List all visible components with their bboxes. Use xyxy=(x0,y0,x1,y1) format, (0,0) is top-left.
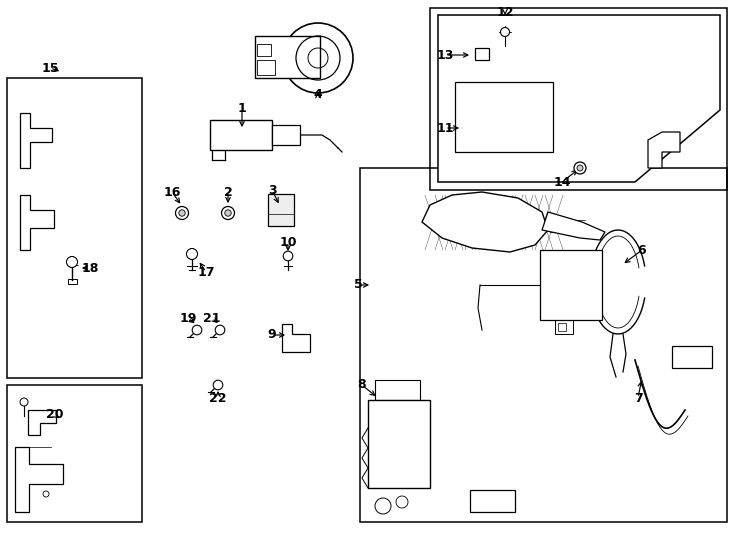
Text: 2: 2 xyxy=(224,186,233,199)
Bar xyxy=(375,380,420,400)
Bar xyxy=(255,36,320,78)
Circle shape xyxy=(20,398,28,406)
Text: 12: 12 xyxy=(496,5,514,18)
Text: 9: 9 xyxy=(268,328,276,341)
Bar xyxy=(257,60,275,75)
Circle shape xyxy=(213,380,223,390)
Bar xyxy=(257,44,271,56)
Circle shape xyxy=(225,210,231,216)
Text: 4: 4 xyxy=(313,89,322,102)
Bar xyxy=(540,250,602,320)
Polygon shape xyxy=(282,324,310,352)
Text: 20: 20 xyxy=(46,408,64,422)
Text: 3: 3 xyxy=(268,184,276,197)
Circle shape xyxy=(283,23,353,93)
Bar xyxy=(7,78,142,378)
Text: 11: 11 xyxy=(436,122,454,134)
Bar xyxy=(430,8,727,190)
Bar xyxy=(360,168,727,522)
Text: 13: 13 xyxy=(436,49,454,62)
Circle shape xyxy=(179,210,185,216)
Bar xyxy=(474,494,509,509)
Bar xyxy=(68,279,76,284)
Text: 16: 16 xyxy=(163,186,181,199)
Text: 17: 17 xyxy=(197,266,215,279)
Bar xyxy=(448,108,456,130)
Polygon shape xyxy=(542,212,605,240)
Bar xyxy=(558,323,566,331)
Polygon shape xyxy=(20,113,52,168)
Text: 1: 1 xyxy=(238,102,247,114)
Text: 18: 18 xyxy=(81,261,98,274)
Circle shape xyxy=(283,251,293,261)
Circle shape xyxy=(186,248,197,260)
Bar xyxy=(543,287,571,317)
Bar xyxy=(555,319,573,334)
Bar xyxy=(488,118,516,144)
Bar xyxy=(672,346,712,368)
Circle shape xyxy=(192,325,202,335)
Circle shape xyxy=(574,162,586,174)
Text: 10: 10 xyxy=(279,235,297,248)
Text: 6: 6 xyxy=(638,244,647,256)
Text: 5: 5 xyxy=(354,279,363,292)
Circle shape xyxy=(67,256,78,267)
Text: 8: 8 xyxy=(357,379,366,392)
Circle shape xyxy=(215,325,225,335)
Bar xyxy=(575,286,597,310)
Text: 15: 15 xyxy=(41,62,59,75)
Text: 21: 21 xyxy=(203,312,221,325)
Polygon shape xyxy=(20,195,54,250)
Circle shape xyxy=(175,206,189,219)
Bar xyxy=(368,400,430,488)
Text: 7: 7 xyxy=(633,392,642,404)
Bar xyxy=(475,48,489,60)
Polygon shape xyxy=(648,132,680,168)
Bar xyxy=(272,125,300,145)
Bar xyxy=(268,194,294,226)
Bar xyxy=(470,490,515,512)
Circle shape xyxy=(577,165,583,171)
Bar xyxy=(372,438,394,460)
Polygon shape xyxy=(422,192,548,252)
Bar xyxy=(455,82,553,152)
Bar xyxy=(7,385,142,522)
Polygon shape xyxy=(28,410,56,435)
Polygon shape xyxy=(438,15,720,182)
Bar xyxy=(462,118,482,144)
Bar xyxy=(675,349,689,365)
Bar xyxy=(520,118,540,144)
Text: 19: 19 xyxy=(179,312,197,325)
Bar xyxy=(694,349,708,365)
Bar xyxy=(501,45,509,50)
Text: 14: 14 xyxy=(553,176,571,188)
Bar xyxy=(372,463,394,485)
Circle shape xyxy=(222,206,234,219)
Bar xyxy=(210,120,272,150)
Polygon shape xyxy=(15,447,63,512)
Text: 22: 22 xyxy=(209,392,227,404)
Circle shape xyxy=(501,28,509,37)
